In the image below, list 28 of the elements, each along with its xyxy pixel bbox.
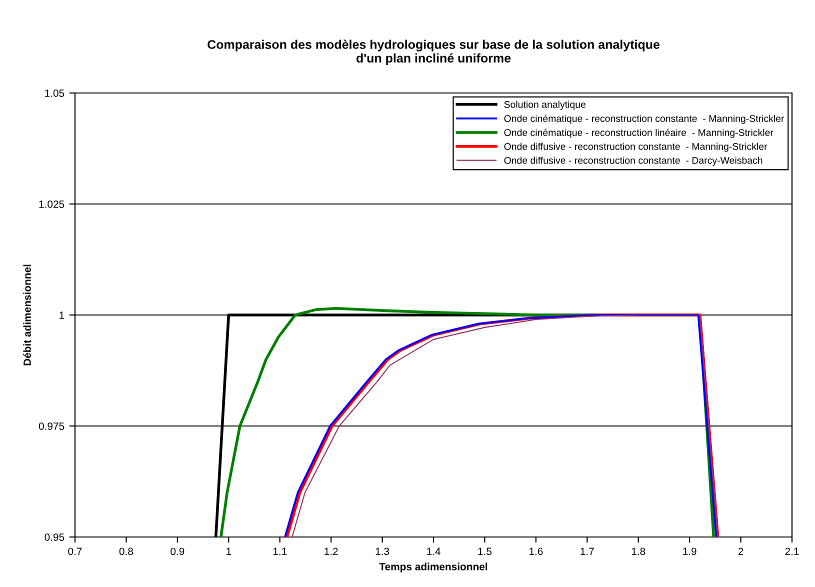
x-tick-label: 1.1 [273,548,287,555]
x-tick-label: 1.8 [632,548,646,556]
legend-label: Onde diffusive - reconstruction constante - Darcy-Weisbach [504,156,762,166]
x-tick-label: 0.7 [68,548,82,556]
y-tick-label: 0.975 [38,422,64,430]
x-tick-label: 0.8 [119,548,133,556]
y-axis-title: Débit adimensionnel [23,264,31,366]
y-tick-label: 1.05 [45,90,64,97]
legend-label: Onde cinématique - reconstruction linéaire - Manning-Strickler [504,128,774,138]
y-tick-label: 0.95 [44,534,64,541]
x-tick-label: 2 [738,548,744,555]
legend-label: Onde diffusive - reconstruction constante - Manning-Strickler [504,142,768,152]
x-tick-label: 1.4 [427,548,440,555]
x-tick-label: 2.1 [785,548,799,555]
legend-label: Solution analytique [504,100,586,110]
chart-title: Comparaison des modèles hydrologiques sur base de la solution analytique d'un plan incliné uniforme [208,40,660,66]
x-tick-label: 1 [226,548,232,555]
y-tick-label: 1.025 [39,200,64,208]
x-tick-label: 1.2 [324,548,338,555]
x-tick-label: 1.9 [683,548,696,556]
x-tick-label: 1.5 [478,548,492,556]
x-tick-label: 1.3 [376,548,390,556]
x-tick-label: 1.6 [529,548,543,556]
x-axis-title: Temps adimensionnel [379,562,488,572]
legend-label: Onde cinématique - reconstruction constante - Manning-Strickler [504,114,784,124]
x-tick-label: 1.7 [580,548,594,555]
x-tick-label: 0.9 [170,548,184,556]
y-tick-label: 1 [60,312,64,319]
